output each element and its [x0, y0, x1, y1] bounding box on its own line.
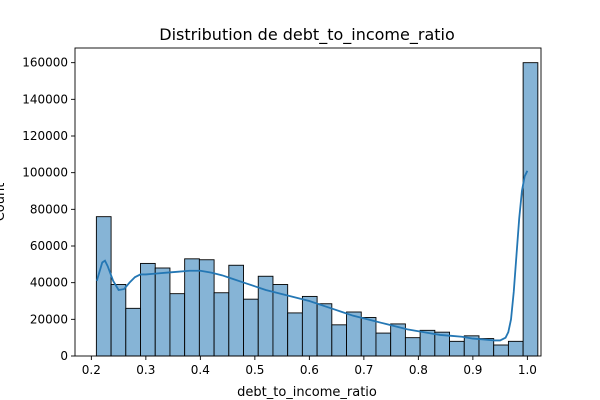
- histogram-bar: [522, 62, 539, 357]
- histogram-bar: [95, 216, 112, 357]
- histogram-bar: [301, 295, 318, 357]
- x-tick-label: 0.8: [409, 363, 428, 377]
- y-tick-label: 60000: [30, 239, 68, 253]
- histogram-bar: [316, 303, 333, 357]
- y-tick-label: 80000: [30, 202, 68, 216]
- x-axis-label: debt_to_income_ratio: [237, 385, 377, 400]
- kde-curve: [95, 170, 529, 342]
- x-tick-label: 0.3: [136, 363, 155, 377]
- histogram-bar: [213, 292, 230, 357]
- histogram-bar: [493, 344, 509, 357]
- histogram-bar: [110, 284, 127, 357]
- histogram-bar: [346, 311, 362, 357]
- x-tick-label: 1.0: [518, 363, 537, 377]
- histogram-bar: [331, 324, 347, 357]
- y-tick-label: 120000: [22, 129, 68, 143]
- y-axis-ticks: 0 20000 40000 60000 80000 100000 120000 140000 1…: [22, 56, 75, 363]
- y-tick-label: 40000: [30, 276, 68, 290]
- histogram-bar: [184, 258, 200, 357]
- x-tick-label: 0.4: [191, 363, 210, 377]
- histogram-bar: [375, 332, 392, 357]
- y-tick-label: 20000: [30, 312, 68, 326]
- histogram-bar: [198, 259, 215, 357]
- histogram-bar: [507, 340, 524, 357]
- chart-title: Distribution de debt_to_income_ratio: [159, 25, 455, 45]
- histogram-bar: [287, 312, 303, 357]
- y-tick-label: 140000: [22, 92, 68, 106]
- plot-frame: [74, 47, 542, 357]
- histogram-bars: [95, 62, 539, 357]
- histogram-bar: [478, 338, 495, 357]
- histogram-bar: [449, 340, 465, 357]
- histogram-bar: [154, 267, 171, 357]
- x-tick-label: 0.9: [463, 363, 482, 377]
- y-tick-label: 0: [60, 349, 68, 363]
- y-tick-label: 100000: [22, 166, 68, 180]
- x-tick-label: 0.2: [82, 363, 101, 377]
- histogram-bar: [140, 262, 156, 357]
- histogram-bar: [360, 317, 377, 357]
- y-tick-label: 160000: [22, 56, 68, 70]
- x-tick-label: 0.7: [354, 363, 373, 377]
- y-axis-label: Count: [0, 183, 8, 222]
- histogram-bar: [125, 307, 141, 357]
- histogram-bar: [169, 293, 186, 357]
- x-tick-label: 0.5: [245, 363, 264, 377]
- histogram-bar: [404, 337, 421, 357]
- x-axis-ticks: 0.2 0.3 0.4 0.5 0.6 0.7 0.8 0.9 1.0: [82, 356, 537, 377]
- histogram-bar: [243, 298, 259, 357]
- x-tick-label: 0.6: [300, 363, 319, 377]
